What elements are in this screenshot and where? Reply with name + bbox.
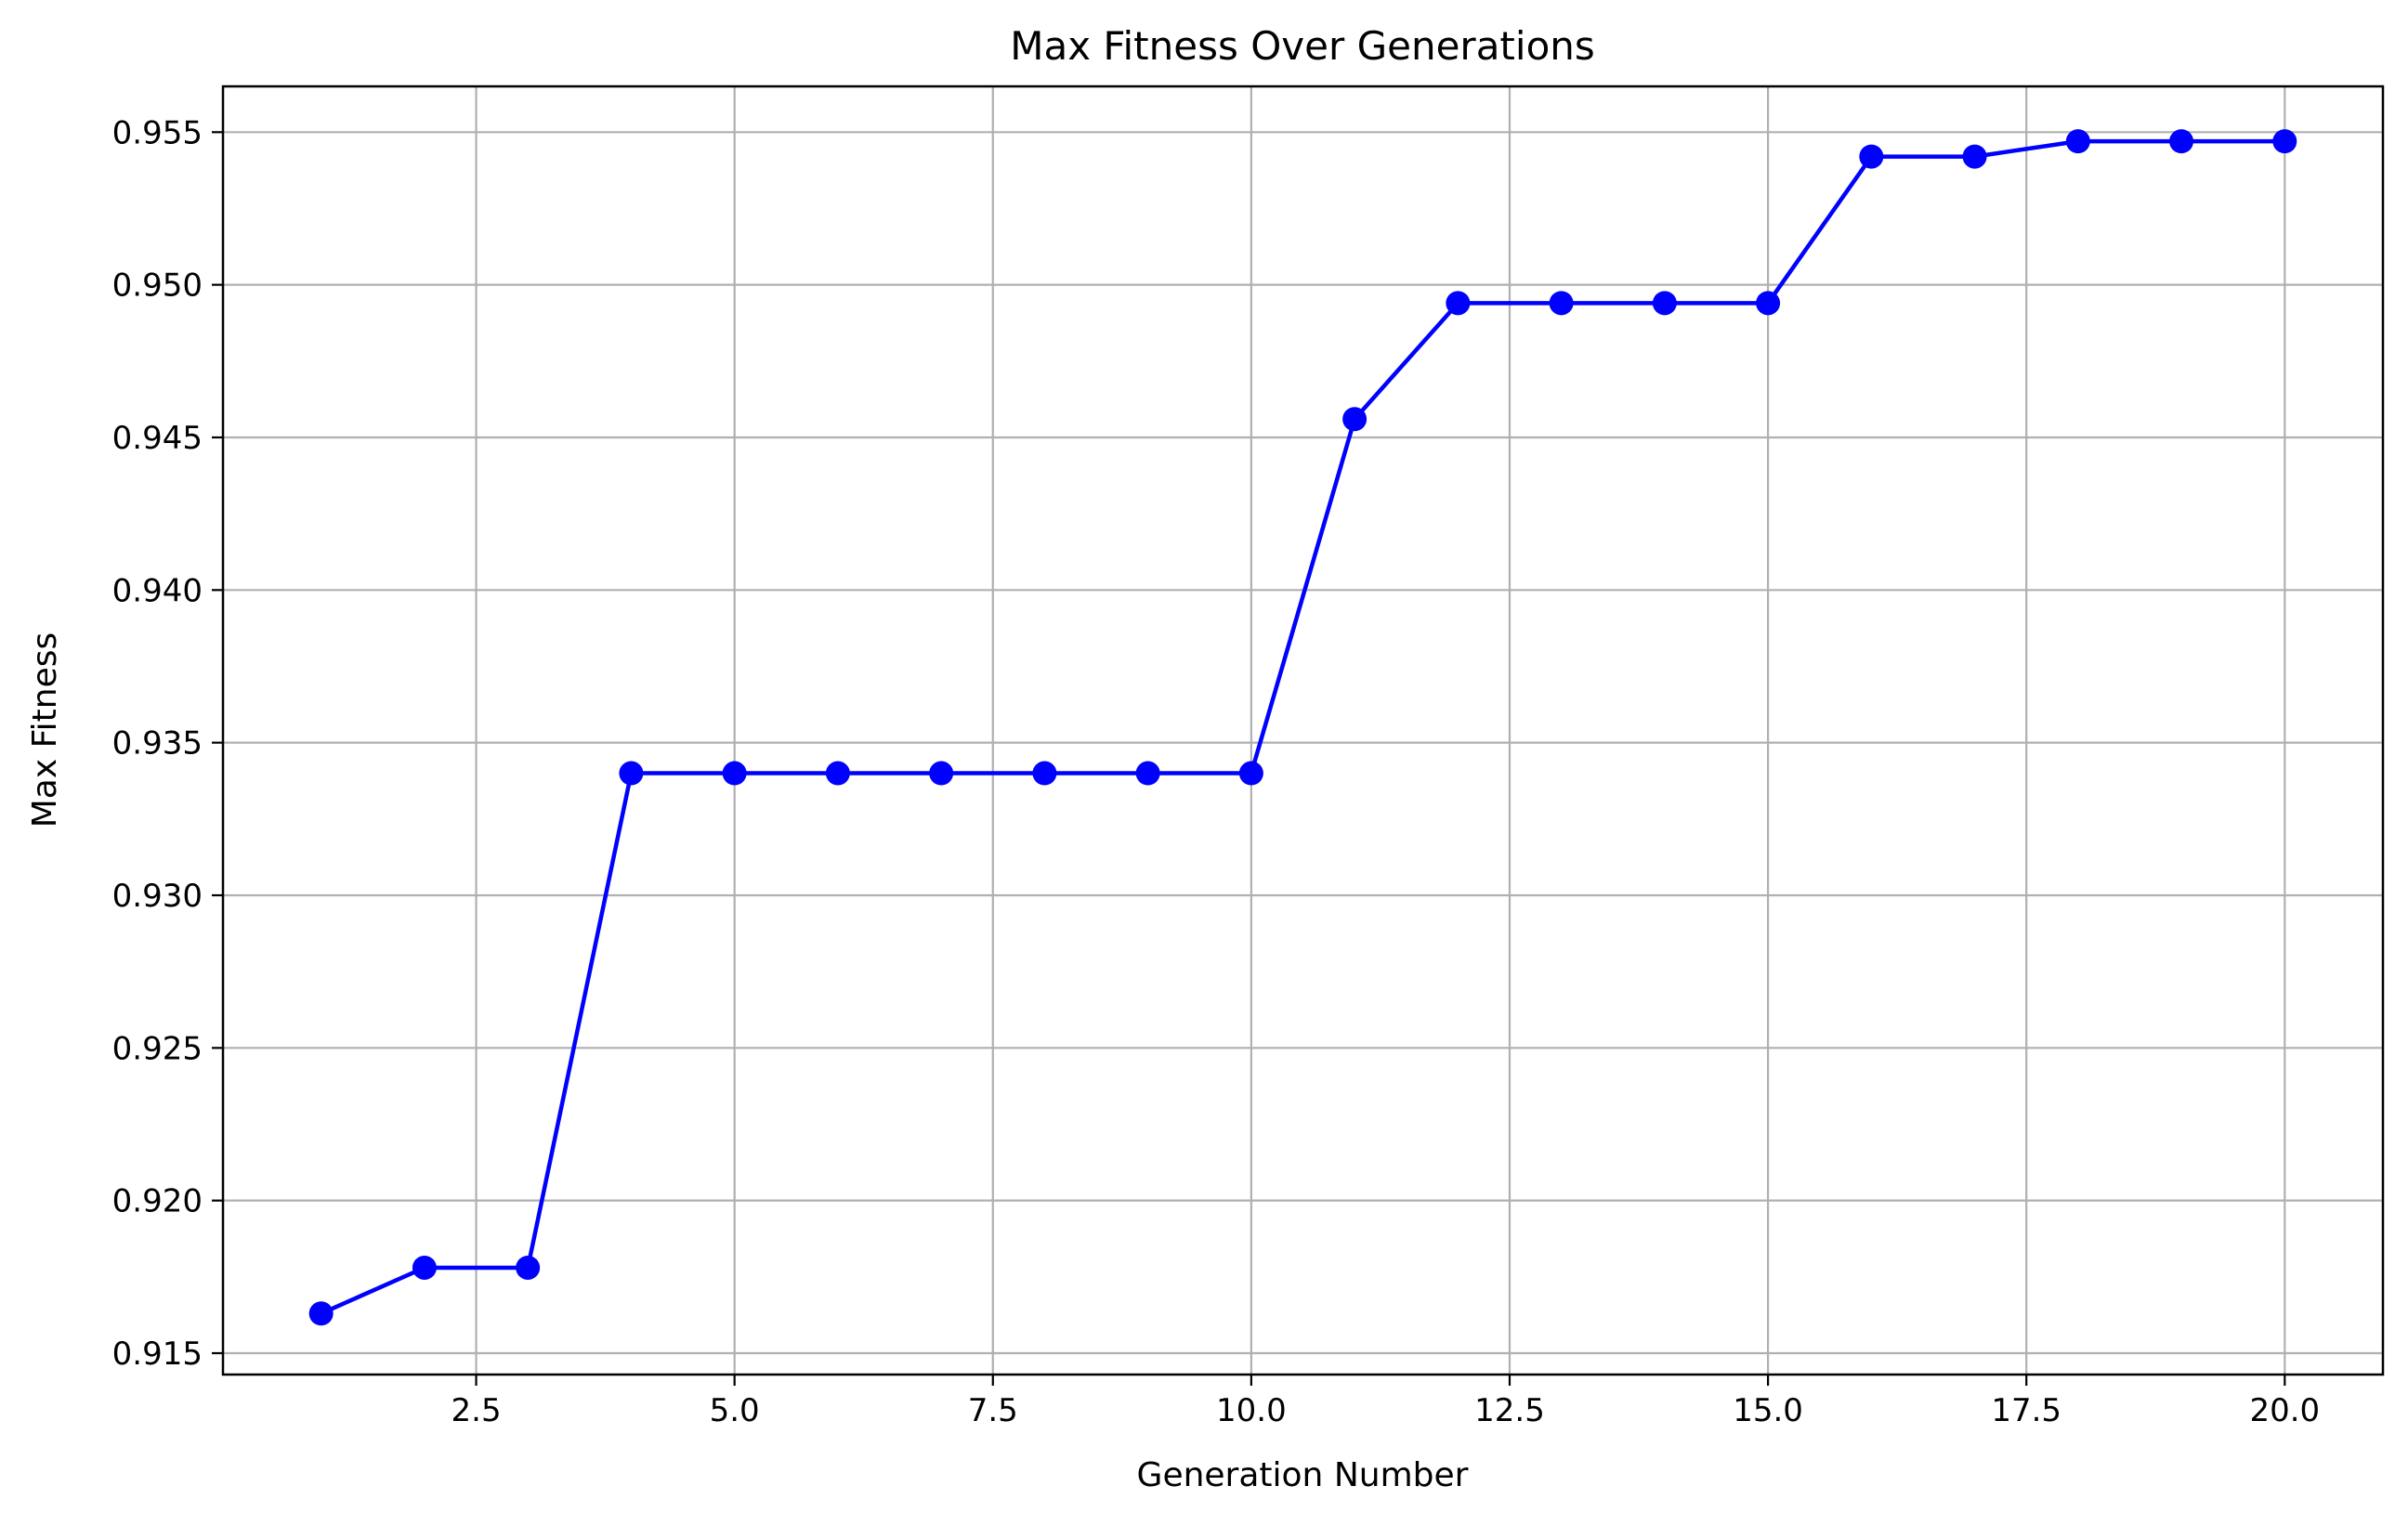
x-tick-label: 15.0: [1733, 1392, 1803, 1429]
data-point: [1962, 144, 1987, 169]
series-line: [320, 138, 2285, 1316]
plot-frame: [221, 85, 2385, 1376]
x-tick-label: 20.0: [2249, 1392, 2320, 1429]
data-point: [308, 1301, 334, 1326]
data-point: [619, 761, 644, 786]
data-point: [929, 761, 954, 786]
data-point: [825, 761, 850, 786]
data-point: [1342, 407, 1368, 432]
data-point: [412, 1255, 437, 1280]
data-point: [1652, 291, 1677, 316]
x-tick-label: 7.5: [968, 1392, 1018, 1429]
y-tick-label: 0.935: [112, 725, 203, 762]
data-point: [722, 761, 747, 786]
data-point: [2065, 129, 2090, 154]
chart-title: Max Fitness Over Generations: [1010, 23, 1595, 69]
data-point: [1135, 761, 1160, 786]
y-tick-label: 0.915: [112, 1336, 203, 1373]
data-point: [1756, 291, 1781, 316]
data-point: [1032, 761, 1057, 786]
data-point: [1238, 761, 1263, 786]
x-tick-label: 5.0: [710, 1392, 760, 1429]
y-tick-label: 0.945: [112, 420, 203, 457]
y-tick-label: 0.955: [112, 114, 203, 151]
x-axis-label: Generation Number: [1137, 1456, 1469, 1494]
y-tick-label: 0.940: [112, 572, 203, 609]
series-layer: [308, 129, 2297, 1326]
y-tick-label: 0.920: [112, 1183, 203, 1220]
y-tick-label: 0.930: [112, 878, 203, 915]
axis-ticks: 2.5 5.0 7.5 10.0 12.5 15.0 17.5 20.0 0.915 0.920 0…: [112, 114, 2321, 1429]
data-point: [1549, 291, 1574, 316]
y-tick-label: 0.950: [112, 267, 203, 305]
data-point: [516, 1255, 541, 1280]
data-point: [1446, 291, 1471, 316]
data-point: [1859, 144, 1884, 169]
x-tick-label: 2.5: [452, 1392, 502, 1429]
x-tick-label: 12.5: [1474, 1392, 1545, 1429]
y-tick-label: 0.925: [112, 1030, 203, 1067]
data-point: [2169, 129, 2194, 154]
x-tick-label: 10.0: [1216, 1392, 1287, 1429]
x-tick-label: 17.5: [1991, 1392, 2061, 1429]
data-point: [2272, 129, 2297, 154]
y-axis-label: Max Fitness: [26, 632, 64, 828]
